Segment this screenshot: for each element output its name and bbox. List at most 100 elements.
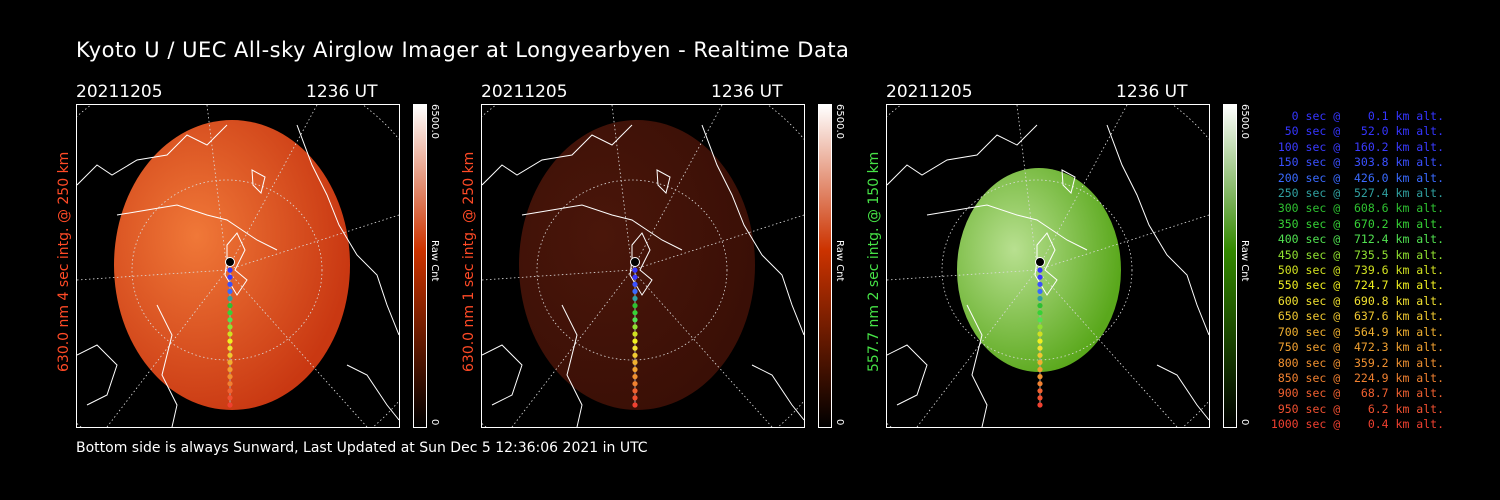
satellite-track [225, 257, 235, 408]
legend-entry: 350 sec @ 670.2 km alt. [1277, 216, 1444, 231]
track-point [1037, 338, 1043, 344]
panel-2-cbar-unit: Raw Cnt [834, 240, 845, 282]
legend-entry: 1000 sec @ 0.4 km alt. [1270, 417, 1444, 432]
track-point [1037, 352, 1043, 358]
panel-1-time: 1236 UT [306, 82, 378, 102]
track-point [632, 395, 638, 401]
legend-entry: 0 sec @ 0.1 km alt. [1291, 109, 1444, 123]
track-point [227, 317, 233, 323]
panel-3-colorbar [1223, 104, 1237, 428]
panel-1-cbar-min: 0 [429, 419, 440, 426]
legend-entry: 300 sec @ 608.6 km alt. [1277, 201, 1444, 216]
track-point [632, 388, 638, 394]
track-point [227, 381, 233, 387]
track-point [227, 395, 233, 401]
track-point [227, 374, 233, 380]
legend-entry: 50 sec @ 52.0 km alt. [1284, 124, 1444, 139]
track-point [1037, 331, 1043, 337]
track-point [632, 381, 638, 387]
legend-entry: 150 sec @ 303.8 km alt. [1277, 155, 1444, 170]
legend-entry: 950 sec @ 6.2 km alt. [1277, 401, 1444, 416]
track-point [1037, 267, 1043, 273]
track-point [227, 331, 233, 337]
legend-entry: 800 sec @ 359.2 km alt. [1277, 355, 1444, 370]
panel-3-date: 20211205 [886, 82, 973, 102]
track-point [227, 324, 233, 330]
track-point [1037, 366, 1043, 373]
track-point [1037, 395, 1043, 401]
legend-entry: 250 sec @ 527.4 km alt. [1277, 186, 1444, 201]
panel-3-image [886, 104, 1210, 428]
track-point [227, 352, 233, 358]
track-point [632, 267, 638, 273]
satellite-track [1035, 257, 1045, 408]
track-point [1037, 281, 1043, 287]
track-point [1037, 402, 1043, 408]
legend-entry: 100 sec @ 160.2 km alt. [1277, 139, 1444, 154]
track-point [632, 310, 638, 316]
legend-entry: 650 sec @ 637.6 km alt. [1277, 309, 1444, 324]
track-point [632, 288, 638, 294]
coastline-map [77, 124, 399, 427]
satellite-track [630, 257, 640, 408]
track-point [227, 295, 233, 302]
track-point [227, 402, 233, 408]
track-point [1037, 374, 1043, 380]
track-point [227, 359, 233, 365]
track-point [1037, 310, 1043, 316]
legend-entry: 550 sec @ 724.7 km alt. [1277, 278, 1444, 293]
track-point [632, 359, 638, 365]
track-point [632, 352, 638, 358]
track-point [1037, 359, 1043, 365]
altitude-legend: 0 sec @ 0.1 km alt. 50 sec @ 52.0 km alt.… [1258, 109, 1444, 433]
track-point [227, 345, 233, 351]
track-point [1037, 345, 1043, 351]
track-point [1037, 317, 1043, 323]
panel-2-time: 1236 UT [711, 82, 783, 102]
legend-entry: 750 sec @ 472.3 km alt. [1277, 340, 1444, 355]
panel-3-time: 1236 UT [1116, 82, 1188, 102]
panel-2-image [481, 104, 805, 428]
panel-3-ylabel: 557.7 nm 2 sec intg. @ 150 km [866, 151, 882, 372]
panel-1-cbar-unit: Raw Cnt [429, 240, 440, 282]
track-point [1037, 303, 1043, 309]
panel-3-cbar-unit: Raw Cnt [1239, 240, 1250, 282]
footer-status: Bottom side is always Sunward, Last Upda… [76, 440, 648, 456]
legend-entry: 900 sec @ 68.7 km alt. [1277, 386, 1444, 401]
track-point [1037, 388, 1043, 394]
panel-2-cbar-min: 0 [834, 419, 845, 426]
panel-2-colorbar [818, 104, 832, 428]
track-point [1037, 295, 1043, 302]
legend-entry: 400 sec @ 712.4 km alt. [1277, 232, 1444, 247]
track-point [632, 295, 638, 302]
track-point [1037, 381, 1043, 387]
track-point [227, 267, 233, 273]
panel-1-image [76, 104, 400, 428]
track-point [227, 388, 233, 394]
track-point [227, 310, 233, 316]
track-point [632, 338, 638, 344]
page-title: Kyoto U / UEC All-sky Airglow Imager at … [76, 38, 850, 62]
track-point [632, 331, 638, 337]
track-point [632, 274, 638, 280]
panel-1-ylabel: 630.0 nm 4 sec intg. @ 250 km [56, 151, 72, 372]
track-point [632, 324, 638, 330]
legend-entry: 450 sec @ 735.5 km alt. [1277, 247, 1444, 262]
track-point [632, 281, 638, 287]
track-point [227, 366, 233, 373]
legend-entry: 850 sec @ 224.9 km alt. [1277, 370, 1444, 385]
track-point [227, 274, 233, 280]
panel-1-cbar-max: 6500.0 [429, 104, 440, 139]
track-point [632, 345, 638, 351]
legend-entry: 200 sec @ 426.0 km alt. [1277, 170, 1444, 185]
legend-entry: 500 sec @ 739.6 km alt. [1277, 263, 1444, 278]
track-point [227, 288, 233, 294]
track-point [632, 366, 638, 373]
track-point [227, 303, 233, 309]
legend-entry: 700 sec @ 564.9 km alt. [1277, 324, 1444, 339]
track-point [1037, 324, 1043, 330]
panel-3-cbar-max: 6500.0 [1239, 104, 1250, 139]
panel-2-ylabel: 630.0 nm 1 sec intg. @ 250 km [461, 151, 477, 372]
track-point [632, 317, 638, 323]
track-point [632, 303, 638, 309]
